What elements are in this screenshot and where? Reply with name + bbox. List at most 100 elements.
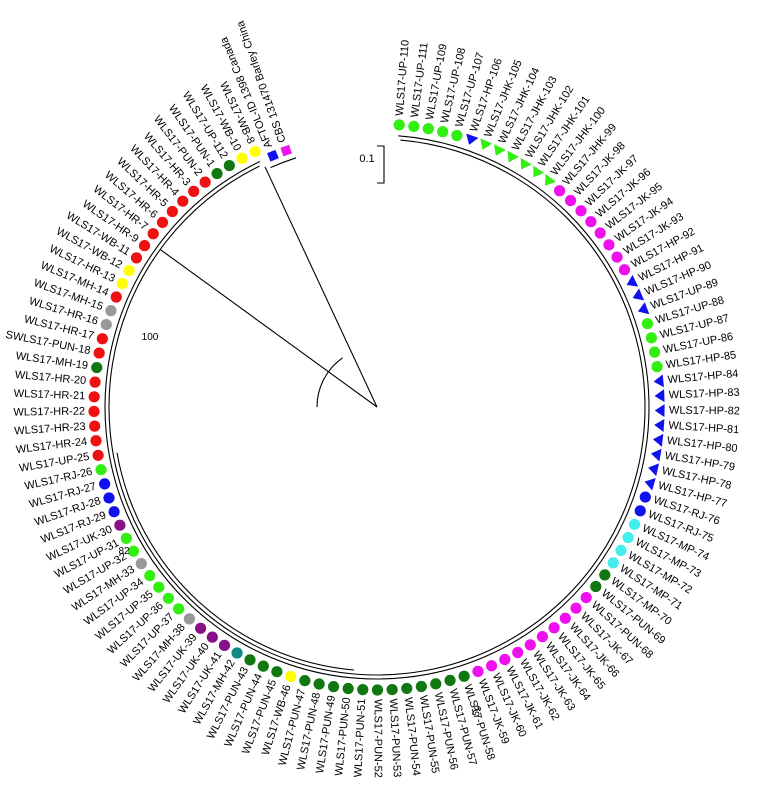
tip-marker-circle [594, 227, 606, 239]
tip-label: WLS17-PUN-52 [372, 699, 384, 778]
tip-marker-circle [451, 129, 463, 142]
tip-label: WLS17-UP-110 [394, 39, 412, 116]
tip-marker-circle [524, 639, 536, 651]
tip-marker-circle [138, 240, 151, 252]
tip-marker-triangle [650, 448, 662, 462]
tip-marker-circle [211, 167, 223, 180]
root-branch [159, 249, 378, 408]
tip-marker-circle [99, 478, 111, 490]
tip-marker-circle [415, 680, 427, 693]
tip-marker-circle [116, 278, 128, 290]
tip-marker-circle [607, 557, 619, 569]
tip-marker-circle [585, 216, 597, 228]
tip-marker-circle [195, 622, 207, 634]
tip-marker-circle [130, 252, 143, 264]
tip-label: WLS17-HP-83 [669, 387, 740, 402]
tip-marker-circle [88, 391, 100, 403]
tip-marker-circle [472, 665, 484, 677]
tip-marker-triangle [644, 477, 656, 491]
ingroup-arc [104, 135, 650, 680]
tip-label: WLS17-HR-23 [14, 421, 86, 438]
tree-branches [104, 135, 650, 680]
tip-marker-circle [96, 333, 108, 345]
tip-marker-circle [153, 581, 165, 593]
tip-marker-circle [95, 464, 107, 476]
tip-marker-circle [327, 681, 340, 693]
outgroup-marker [267, 149, 279, 162]
tip-marker-circle [162, 592, 175, 604]
tip-marker-triangle [544, 174, 557, 186]
ingroup-inner-arc [108, 139, 646, 676]
tip-marker-triangle [466, 133, 479, 145]
tip-marker-circle [89, 420, 101, 432]
tip-marker-circle [108, 506, 120, 518]
tip-marker-circle [313, 678, 325, 690]
tip-marker-circle [564, 194, 577, 207]
tip-marker-triangle [507, 150, 519, 163]
tip-label: WLS17-HP-81 [668, 420, 740, 437]
tip-marker-triangle [480, 138, 493, 151]
tip-marker-triangle [652, 433, 664, 447]
tip-marker-circle [422, 123, 434, 135]
bootstrap-label-1: 100 [142, 332, 159, 343]
tip-marker-circle [285, 670, 297, 683]
tip-marker-circle [357, 684, 369, 696]
tip-marker-circle [110, 291, 122, 303]
tip-marker-circle [386, 683, 398, 696]
tip-marker-circle [641, 318, 654, 330]
tip-marker-circle [575, 205, 587, 217]
tip-marker-circle [231, 647, 243, 659]
tip-marker-circle [590, 580, 602, 593]
tip-marker-circle [271, 666, 283, 678]
tip-label: WLS17-PUN-53 [387, 698, 403, 777]
tip-marker-circle [199, 176, 211, 188]
tip-marker-circle [649, 346, 661, 358]
tip-label: WLS17-PUN-51 [352, 698, 368, 777]
tip-labels: WLS17-UP-110WLS17-UP-111WLS17-UP-109WLS1… [5, 39, 740, 777]
tip-label: WLS17-HP-82 [669, 405, 740, 418]
tip-marker-circle [89, 376, 101, 388]
tip-marker-circle [618, 264, 631, 276]
tip-marker-triangle [520, 157, 532, 170]
clade-arc [116, 452, 355, 671]
tip-marker-circle [103, 492, 115, 504]
tip-marker-circle [559, 612, 571, 624]
tip-marker-circle [580, 592, 592, 604]
tip-marker-circle [188, 185, 200, 197]
tip-marker-circle [114, 519, 126, 531]
tip-markers [88, 119, 665, 696]
tip-marker-circle [173, 603, 185, 615]
tip-marker-circle [512, 646, 524, 659]
tip-marker-circle [634, 505, 646, 517]
tip-marker-circle [156, 216, 169, 228]
tip-marker-circle [536, 631, 549, 643]
tip-marker-circle [408, 120, 420, 132]
tip-marker-circle [144, 570, 156, 582]
tip-marker-circle [430, 678, 442, 690]
tip-marker-circle [135, 558, 147, 570]
scale-bar: 0.1 [359, 145, 385, 184]
tip-marker-triangle [637, 302, 650, 315]
tip-marker-circle [88, 405, 100, 418]
tip-marker-circle [90, 435, 102, 447]
tip-marker-circle [342, 682, 354, 695]
tip-marker-circle [437, 126, 449, 138]
tip-marker-circle [444, 674, 456, 687]
tip-marker-circle [127, 545, 140, 557]
bootstrap-label-2: 82 [118, 546, 130, 557]
tip-marker-circle [615, 544, 627, 557]
outgroup-branch [264, 166, 378, 408]
tip-marker-circle [244, 654, 256, 666]
tip-marker-circle [458, 670, 470, 682]
tip-marker-circle [393, 119, 405, 131]
tip-marker-circle [223, 159, 235, 172]
tip-marker-circle [177, 195, 189, 207]
tip-marker-triangle [654, 419, 665, 432]
outgroup-marker [280, 144, 292, 157]
tip-marker-circle [218, 639, 231, 651]
tip-marker-circle [401, 682, 413, 695]
tip-marker-circle [206, 631, 218, 643]
tip-marker-circle [570, 602, 582, 614]
tip-marker-circle [183, 613, 195, 625]
